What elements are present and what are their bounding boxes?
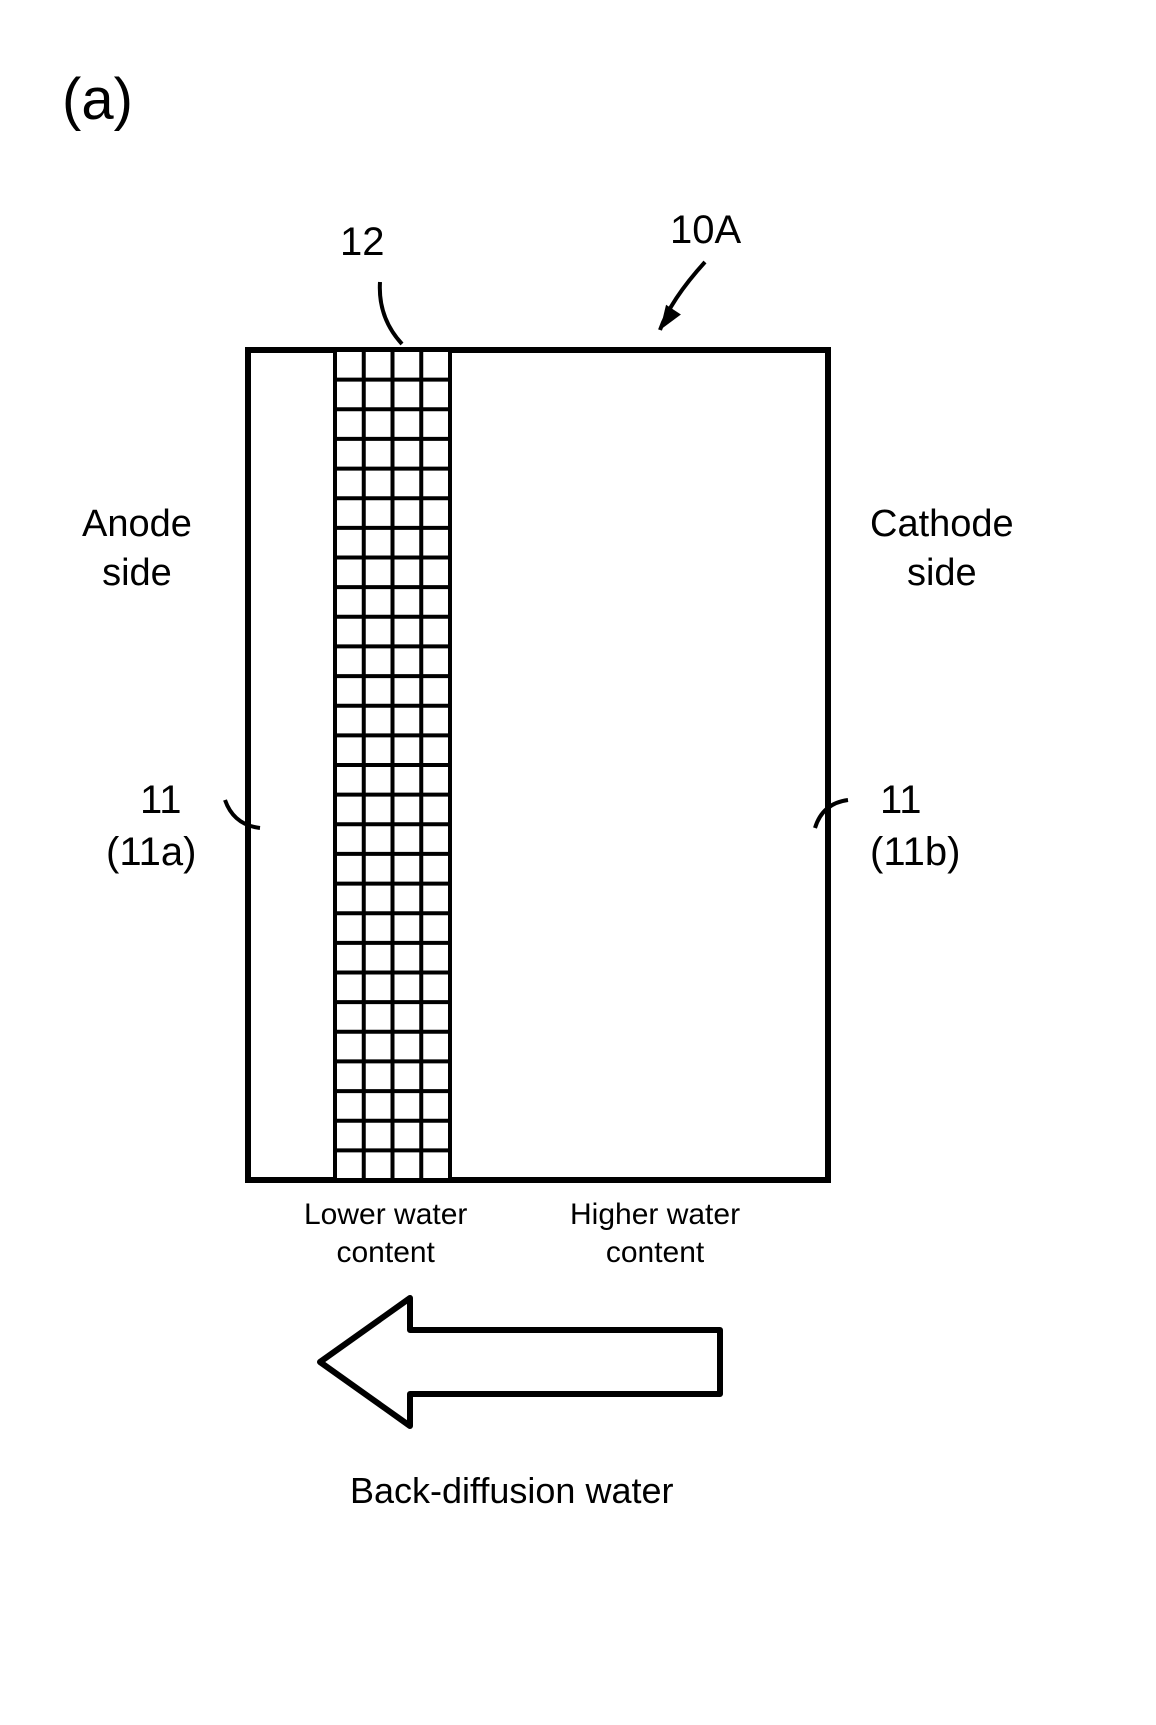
membrane-diagram (0, 0, 1156, 1725)
